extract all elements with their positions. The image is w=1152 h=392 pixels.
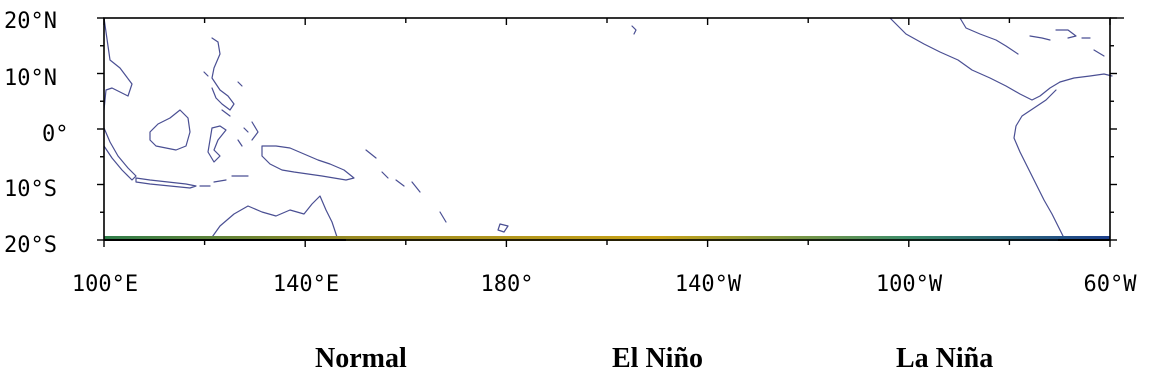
coastline-south-america-north [1059,73,1113,83]
coastline-hawaii [631,25,637,35]
coastline-new-guinea [261,145,355,181]
caption-normal: Normal [315,343,407,374]
coastline-solomon [365,149,421,193]
y-axis-labels: 20°N 10°N 0° 10°S 20°S [4,9,69,258]
coastline-lesser-sunda [199,175,249,187]
coastline-philippines [211,37,235,111]
y-label-10s: 10°S [4,177,57,202]
x-axis-labels: 100°E 140°E 180° 140°W 100°W 60°W [72,272,1137,297]
coastline-sulawesi [207,125,227,163]
coastline-asia-mainland [103,17,133,111]
x-label-180: 180° [481,272,534,297]
coastline-caribbean [1029,29,1105,57]
coastline-philippines-islands [203,71,243,117]
coastline-australia [209,195,339,241]
y-label-0: 0° [42,122,69,147]
coastline-yucatan [959,17,1019,55]
y-label-10n: 10°N [4,66,57,91]
caption-la-nina: La Niña [896,343,994,374]
x-label-140w: 140°W [675,272,742,297]
coastline-vanuatu [439,211,509,233]
x-label-100e: 100°E [72,272,138,297]
coastline-sumatra [103,127,137,181]
coastlines [103,17,1113,241]
x-label-140e: 140°E [273,272,339,297]
y-label-20n: 20°N [4,9,57,34]
coastline-borneo [149,109,191,151]
coastline-java [135,177,197,189]
y-label-20s: 20°S [4,233,57,258]
axis-ticks [97,17,1117,247]
caption-el-nino: El Niño [612,343,704,374]
bottom-color-band [104,236,1110,241]
coastline-central-america [889,17,1061,101]
x-label-60w: 60°W [1084,272,1138,297]
map-frame [103,17,1111,241]
coastline-south-america [1013,89,1065,239]
x-label-100w: 100°W [876,272,943,297]
coastline-moluccas [237,121,259,147]
